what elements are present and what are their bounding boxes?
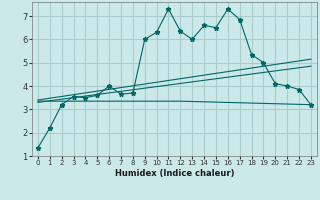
X-axis label: Humidex (Indice chaleur): Humidex (Indice chaleur): [115, 169, 234, 178]
